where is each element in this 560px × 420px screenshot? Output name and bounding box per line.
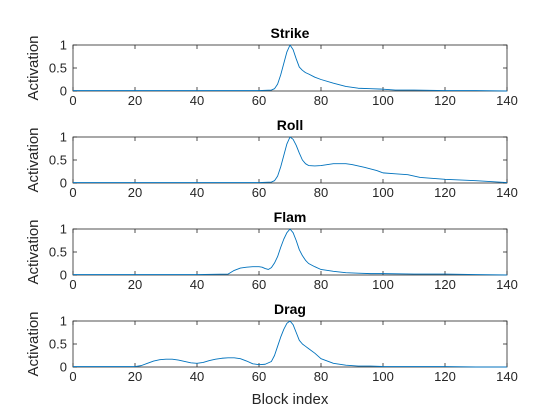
y-axis-label: Activation xyxy=(25,127,42,192)
x-tick-label: 20 xyxy=(128,277,142,292)
y-tick-label: 1 xyxy=(60,38,67,53)
panel-title: Strike xyxy=(271,25,310,41)
x-tick-label: 0 xyxy=(69,277,76,292)
y-axis-label: Activation xyxy=(25,35,42,100)
y-tick-label: 0 xyxy=(60,176,67,191)
x-tick-label: 100 xyxy=(372,369,394,384)
panel-roll: 0 20 40 60 80 100 120 140 0 0.5 1 Activation Roll xyxy=(25,117,518,200)
series-line-strike-0 xyxy=(73,44,508,92)
x-tick-label: 80 xyxy=(314,185,328,200)
x-tick-label: 0 xyxy=(69,369,76,384)
y-tick-label: 0.5 xyxy=(49,61,67,76)
panel-title: Roll xyxy=(277,117,303,133)
x-tick-label: 20 xyxy=(128,93,142,108)
x-tick-label: 60 xyxy=(252,277,266,292)
x-tick-label: 140 xyxy=(496,369,518,384)
series-line-roll-0 xyxy=(73,136,508,183)
panel-strike: 0 20 40 60 80 100 120 140 0 0.5 1 Activation Strike xyxy=(25,25,518,108)
y-tick-label: 0 xyxy=(60,84,67,99)
y-tick-label: 1 xyxy=(60,130,67,145)
x-tick-label: 40 xyxy=(190,185,204,200)
series-line-flam-0 xyxy=(73,228,508,276)
x-tick-label: 20 xyxy=(128,185,142,200)
y-tick-label: 0.5 xyxy=(49,245,67,260)
panel-flam: 0 20 40 60 80 100 120 140 0 0.5 1 Activation Flam xyxy=(25,209,518,292)
x-axis-label: Block index xyxy=(252,391,329,408)
x-tick-label: 20 xyxy=(128,369,142,384)
y-tick-label: 0 xyxy=(60,268,67,283)
y-tick-label: 1 xyxy=(60,314,67,329)
x-tick-label: 80 xyxy=(314,369,328,384)
series-line-drag-0 xyxy=(73,320,507,368)
x-tick-label: 80 xyxy=(314,277,328,292)
x-tick-label: 0 xyxy=(69,185,76,200)
x-tick-label: 120 xyxy=(434,369,456,384)
y-tick-label: 0.5 xyxy=(49,153,67,168)
x-tick-label: 120 xyxy=(434,185,456,200)
x-tick-label: 40 xyxy=(190,369,204,384)
x-tick-label: 140 xyxy=(496,93,518,108)
x-tick-label: 100 xyxy=(372,185,394,200)
panels: 0 20 40 60 80 100 120 14000.51ActivationStrike0… xyxy=(25,25,518,384)
x-tick-label: 60 xyxy=(252,93,266,108)
x-tick-label: 100 xyxy=(372,93,394,108)
x-tick-label: 80 xyxy=(314,93,328,108)
x-tick-label: 120 xyxy=(434,277,456,292)
y-tick-label: 1 xyxy=(60,222,67,237)
x-tick-label: 40 xyxy=(190,277,204,292)
x-tick-label: 0 xyxy=(69,93,76,108)
panel-drag: 0 20 40 60 80 100 120 140 0 0.5 1 Activation Drag xyxy=(25,301,518,384)
x-tick-label: 120 xyxy=(434,93,456,108)
x-tick-label: 140 xyxy=(496,185,518,200)
panel-title: Flam xyxy=(274,209,307,225)
y-axis-label: Activation xyxy=(25,311,42,376)
x-tick-label: 60 xyxy=(252,185,266,200)
panel-title: Drag xyxy=(274,301,306,317)
x-tick-label: 100 xyxy=(372,277,394,292)
x-tick-label: 60 xyxy=(252,369,266,384)
x-tick-label: 140 xyxy=(496,277,518,292)
x-tick-label: 40 xyxy=(190,93,204,108)
y-tick-label: 0.5 xyxy=(49,337,67,352)
y-tick-label: 0 xyxy=(60,360,67,375)
y-axis-label: Activation xyxy=(25,219,42,284)
